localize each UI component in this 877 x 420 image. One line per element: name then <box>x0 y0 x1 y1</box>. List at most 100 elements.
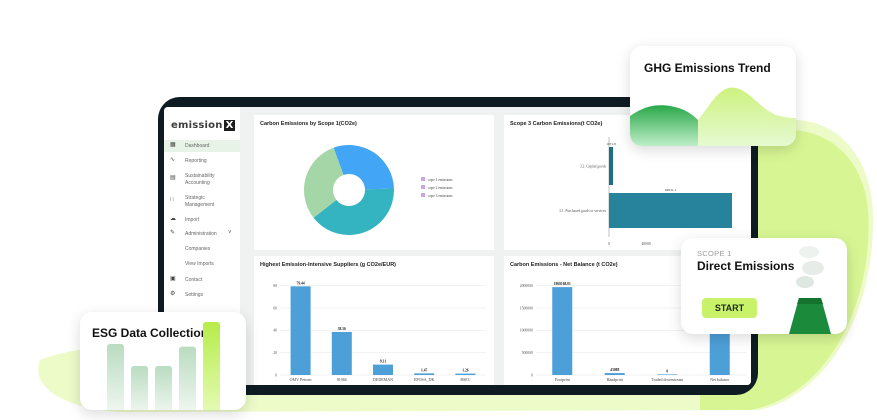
app-screen: emission X ▦ Dashboard ∿ Reporting ▤ Sust… <box>164 107 751 385</box>
strategy-icon: ∷ <box>170 197 174 203</box>
tick-label: 1000000 <box>520 329 533 333</box>
gear-icon: ⚙ <box>170 291 176 297</box>
data-label: 38.56 <box>338 327 346 331</box>
net-balance-bar-chart: 0 500000 1000000 1500000 2000000 1968168.81 Fo… <box>520 282 746 382</box>
data-label: 1671.8 <box>606 142 616 146</box>
bar <box>290 286 311 375</box>
tick-label: 40 <box>273 329 277 333</box>
sidebar-item-sustainability-accounting[interactable]: ▤ Sustainability Accounting <box>170 173 215 186</box>
legend-swatch <box>421 185 425 189</box>
scope1-pie-chart: cope 1 emissions cope 2 emissions cope 3 e… <box>304 145 453 235</box>
data-label: 1968168.81 <box>554 282 571 286</box>
bar <box>609 147 613 185</box>
bar <box>455 373 476 375</box>
panel-title: Carbon Emissions - Net Balance (t CO2e) <box>510 262 618 268</box>
factory-smoke-icon <box>789 246 831 334</box>
bar <box>609 193 732 228</box>
tick-label: 80 <box>273 284 277 288</box>
pie-slice <box>313 188 394 235</box>
chevron-up-icon[interactable]: ˅ <box>228 230 232 236</box>
legend-swatch <box>421 177 425 181</box>
category-label: Net balance <box>710 377 729 382</box>
tick-label: 0 <box>531 373 533 377</box>
sidebar: emission X ▦ Dashboard ∿ Reporting ▤ Sust… <box>164 107 240 385</box>
panel-title: Highest Emission-Intensive Suppliers (g … <box>260 262 396 268</box>
pie-slice <box>304 147 344 218</box>
category-label: 3.2. Capital goods <box>580 165 607 169</box>
legend-label: cope 1 emissions <box>428 178 453 182</box>
panel-suppliers: Highest Emission-Intensive Suppliers (g … <box>254 256 494 385</box>
sidebar-item-view-imports[interactable]: View Imports <box>185 261 214 267</box>
legend-label: cope 2 emissions <box>428 186 453 190</box>
direct-emissions-card[interactable]: SCOPE 1 Direct Emissions START <box>681 238 847 334</box>
contact-icon: ▣ <box>170 276 176 282</box>
pencil-icon: ✎ <box>170 230 176 236</box>
tick-label: 20 <box>273 351 277 355</box>
category-label: Traded downstream <box>651 377 684 382</box>
tick-label: 1500000 <box>520 306 533 310</box>
card-title: ESG Data Collection <box>92 326 209 340</box>
tick-label: 40000 <box>641 242 651 246</box>
scope3-bar-chart: 3.2. Capital goods 1671.8 3.1. Purchased g… <box>559 137 733 246</box>
esg-data-card[interactable]: ESG Data Collection <box>80 312 246 410</box>
sidebar-item-administration[interactable]: ✎ Administration ˅ <box>170 230 232 237</box>
data-label: 1.47 <box>421 368 427 372</box>
category-label: EPOSA_DK <box>414 377 435 382</box>
bar <box>604 373 625 375</box>
sidebar-item-contact[interactable]: ▣ Contact <box>170 276 203 283</box>
data-label: 79.44 <box>297 281 305 285</box>
sidebar-item-import[interactable]: ☁ Import <box>170 216 200 223</box>
esg-bar <box>107 344 124 410</box>
category-label: DEDEMAN <box>373 377 393 382</box>
tick-label: 0 <box>275 373 277 377</box>
bar <box>657 374 678 375</box>
esg-bar <box>155 366 172 410</box>
bar <box>373 364 393 375</box>
category-label: OMV Petrom <box>290 377 313 382</box>
suppliers-bar-chart: 0 20 40 60 80 79.44 OMV Petrom 38.56 81066 9.31 DE… <box>273 281 486 382</box>
legend-label: cope 3 emissions <box>428 194 453 198</box>
tick-label: 0 <box>608 242 610 246</box>
sidebar-item-dashboard[interactable]: ▦ Dashboard <box>164 140 240 152</box>
category-label: 3.1. Purchased goods or services <box>559 209 607 213</box>
calendar-icon: ▤ <box>170 175 176 181</box>
reporting-icon: ∿ <box>170 157 176 163</box>
card-title: GHG Emissions Trend <box>644 61 771 75</box>
esg-bar <box>203 322 220 410</box>
panel-scope1: Carbon Emissions by Scope 1(CO2e) cope 1… <box>254 115 494 250</box>
app-logo: emission X <box>171 120 236 131</box>
trend-wave-icon <box>630 87 796 146</box>
data-label: 1.26 <box>462 369 468 373</box>
esg-bar <box>131 366 148 410</box>
sidebar-item-settings[interactable]: ⚙ Settings <box>170 291 204 298</box>
dashboard-icon: ▦ <box>170 142 176 148</box>
category-label: Footprint <box>555 377 571 382</box>
category-label: 81066 <box>337 377 347 382</box>
category-label: BSEC <box>460 377 470 382</box>
sidebar-item-companies[interactable]: Companies <box>185 246 211 252</box>
tick-label: 500000 <box>522 351 533 355</box>
category-label: Handprint <box>607 377 624 382</box>
bar <box>414 373 435 375</box>
card-title: Direct Emissions <box>697 259 795 273</box>
bar <box>331 331 352 375</box>
bar <box>552 287 573 375</box>
cloud-upload-icon: ☁ <box>170 216 176 222</box>
card-kicker: SCOPE 1 <box>697 249 732 258</box>
data-label: 9.31 <box>380 360 386 364</box>
sidebar-item-strategic-management[interactable]: ∷ Strategic Management <box>170 195 215 208</box>
data-label: 0 <box>666 369 668 373</box>
start-button[interactable]: START <box>702 298 757 318</box>
pie-slice <box>333 145 394 190</box>
esg-bar <box>179 346 196 410</box>
data-label: 64931.1 <box>665 188 676 192</box>
panel-title: Scope 3 Carbon Emissions(t CO2e) <box>510 121 603 127</box>
data-label: 43088 <box>610 368 619 372</box>
panel-title: Carbon Emissions by Scope 1(CO2e) <box>260 121 357 127</box>
sidebar-item-reporting[interactable]: ∿ Reporting <box>170 157 207 164</box>
tick-label: 2000000 <box>520 284 533 288</box>
legend-swatch <box>421 193 425 197</box>
tick-label: 60 <box>273 306 277 310</box>
esg-bars-icon <box>107 322 220 410</box>
ghg-trend-card[interactable]: GHG Emissions Trend <box>630 46 796 146</box>
